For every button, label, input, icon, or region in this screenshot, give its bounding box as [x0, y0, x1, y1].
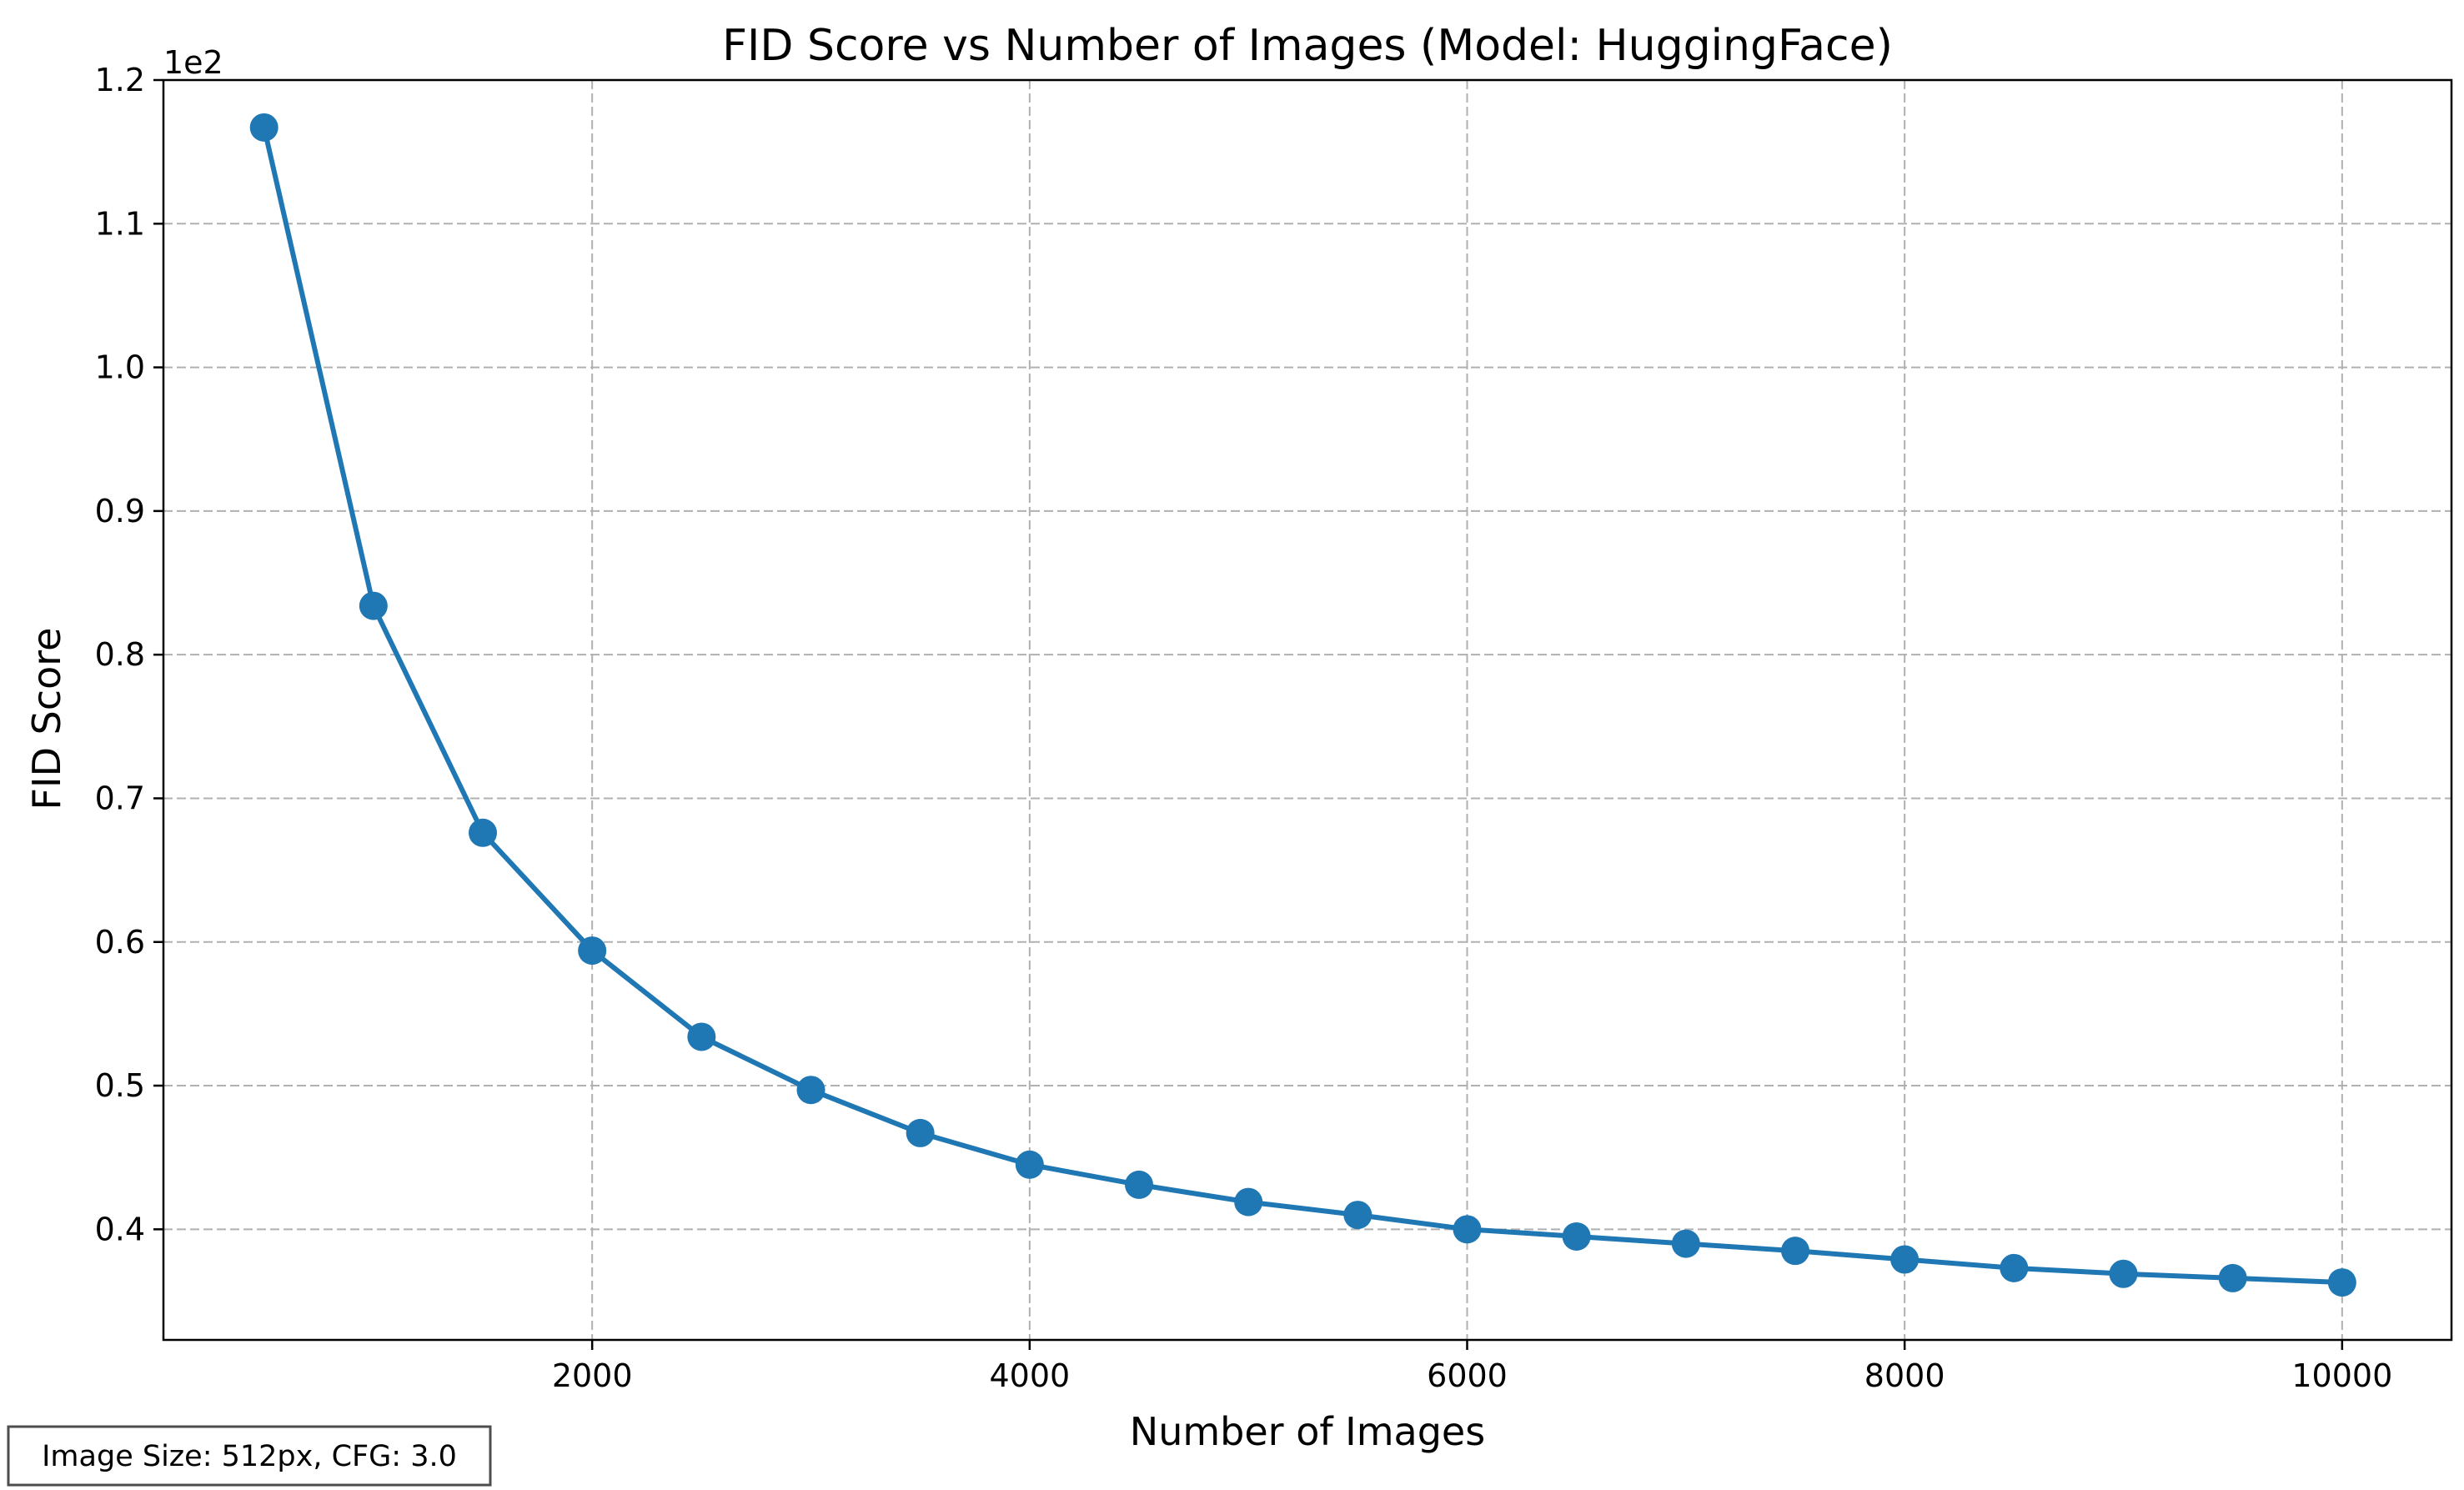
y-tick-label: 1.2 — [95, 62, 145, 98]
data-point — [469, 818, 498, 847]
y-tick-label: 0.7 — [95, 780, 145, 816]
annotation-frame — [7, 1425, 492, 1487]
annotation-text: Image Size: 512px, CFG: 3.0 — [42, 1440, 457, 1473]
data-point — [1890, 1245, 1920, 1274]
data-point — [796, 1076, 826, 1105]
x-tick-label: 10000 — [2291, 1357, 2392, 1394]
data-point — [906, 1118, 935, 1147]
data-point — [1671, 1229, 1700, 1258]
data-point — [2000, 1253, 2029, 1282]
data-point — [2327, 1268, 2356, 1297]
data-point — [2218, 1263, 2247, 1292]
data-point — [1781, 1237, 1810, 1266]
data-point — [1125, 1170, 1154, 1199]
x-tick-label: 4000 — [989, 1357, 1070, 1394]
data-point — [2109, 1259, 2138, 1288]
chart-title: FID Score vs Number of Images (Model: Hu… — [722, 21, 1893, 71]
y-tick-label: 1.0 — [95, 349, 145, 386]
y-tick-label: 1.1 — [95, 205, 145, 242]
data-point — [1562, 1222, 1591, 1251]
y-tick-label: 0.4 — [95, 1211, 145, 1247]
y-axis-label: FID Score — [24, 628, 69, 810]
y-tick-label: 0.5 — [95, 1067, 145, 1104]
data-point — [578, 936, 607, 966]
y-tick-label: 0.8 — [95, 636, 145, 673]
series-layer — [249, 113, 2356, 1297]
data-point — [1234, 1187, 1263, 1217]
y-tick-label: 0.6 — [95, 924, 145, 961]
y-tick-label: 0.9 — [95, 493, 145, 529]
data-point — [1453, 1215, 1482, 1244]
series-line — [261, 124, 2345, 1286]
x-tick-label: 8000 — [1864, 1357, 1945, 1394]
x-axis-label: Number of Images — [1130, 1409, 1485, 1454]
axes: 2000 4000 6000 8000 10000 0.4 0.5 0.6 0.7 0.8 0.9 1… — [95, 62, 2453, 1394]
data-point — [249, 113, 279, 142]
x-tick-label: 2000 — [552, 1357, 633, 1394]
data-point — [359, 591, 388, 620]
annotation-box: Image Size: 512px, CFG: 3.0 — [7, 1425, 492, 1487]
y-offset-label: 1e2 — [163, 44, 223, 81]
x-tick-label: 6000 — [1427, 1357, 1508, 1394]
data-point — [1015, 1150, 1044, 1179]
data-point — [1343, 1201, 1373, 1230]
plot-frame — [162, 78, 2453, 1342]
data-point — [687, 1022, 716, 1051]
grid — [163, 79, 2451, 1340]
